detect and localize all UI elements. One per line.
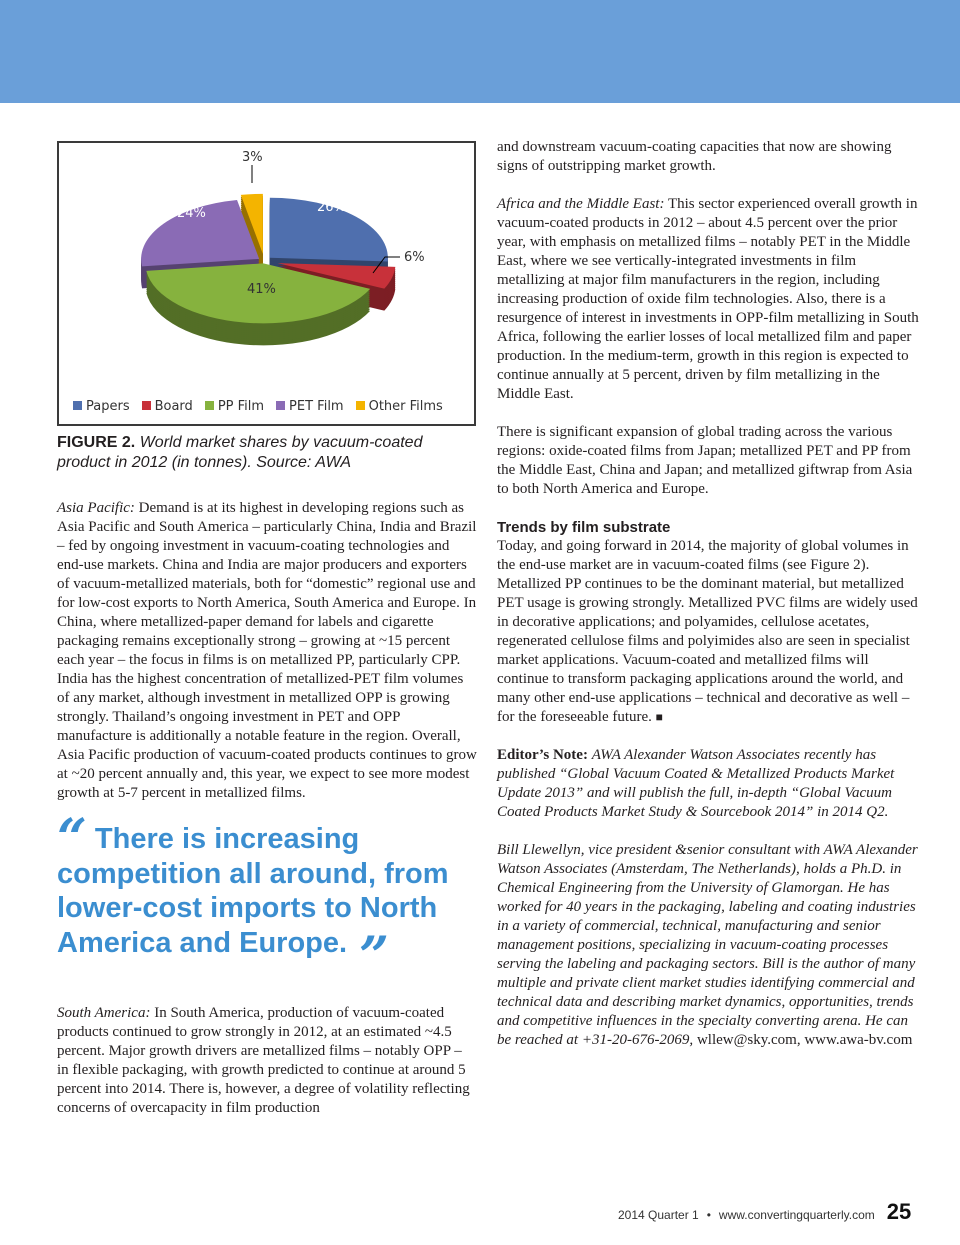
header-banner	[0, 0, 960, 103]
legend-label: PET Film	[289, 399, 344, 414]
pie-chart-svg: 26% 6% 41% 24% 3%	[141, 150, 425, 346]
continued-paragraph: and downstream vacuum-coating capacities…	[497, 139, 892, 174]
sa-lead: South America:	[57, 1005, 151, 1021]
legend-swatch	[141, 401, 151, 410]
trends-heading: Trends by film substrate	[497, 519, 671, 536]
pie-slice-pp-film	[146, 263, 371, 324]
trends-paragraph: Today, and going forward in 2014, the ma…	[497, 538, 918, 725]
data-label-papers: 26%	[317, 200, 346, 215]
editor-note-lead: Editor’s Note:	[497, 747, 588, 763]
editor-note: AWA Alexander Watson Associates recently…	[497, 747, 895, 820]
right-column: and downstream vacuum-coating capacities…	[497, 138, 919, 1069]
asia-lead: Asia Pacific:	[57, 500, 135, 516]
legend-item-pp-film: PP Film	[204, 399, 265, 414]
legend-label: Other Films	[368, 399, 443, 414]
footer-bullet: •	[706, 1208, 711, 1222]
leader-line	[372, 256, 400, 274]
open-quote-icon: “	[57, 808, 87, 869]
left-column: FIGURE 2. World market shares by vacuum-…	[57, 433, 477, 1137]
pie-slice-pet-film	[141, 199, 260, 267]
legend-swatch	[204, 401, 214, 410]
issue-label: 2014 Quarter 1	[618, 1208, 699, 1222]
legend-item-pet-film: PET Film	[276, 399, 344, 414]
pie-chart: 26% 6% 41% 24% 3% Papers Board PP Film PET Film…	[57, 141, 476, 426]
legend-swatch	[355, 401, 365, 410]
data-label-pp-film: 41%	[247, 282, 276, 297]
asia-paragraph: Demand is at its highest in developing r…	[57, 500, 477, 801]
pie-slice-other-films	[240, 193, 263, 254]
data-label-other-films: 3%	[242, 150, 263, 165]
legend-label: Board	[154, 399, 193, 414]
pie-slice-board	[277, 263, 396, 289]
legend-item-board: Board	[141, 399, 193, 414]
end-mark: ■	[655, 710, 663, 724]
figure-label: FIGURE 2.	[57, 434, 136, 451]
author-contact[interactable]: wllew@sky.com, www.awa-bv.com	[696, 1032, 913, 1048]
trade-paragraph: There is significant expansion of global…	[497, 424, 913, 497]
legend-item-other-films: Other Films	[355, 399, 443, 414]
legend-item-papers: Papers	[73, 399, 130, 414]
pull-quote-text: There is increasing competition all arou…	[57, 823, 449, 959]
data-label-pet-film: 24%	[177, 206, 206, 221]
close-quote-icon: ”	[359, 925, 390, 987]
sa-paragraph: In South America, production of vacuum-c…	[57, 1005, 470, 1116]
legend-swatch	[276, 401, 286, 410]
africa-lead: Africa and the Middle East:	[497, 196, 665, 212]
chart-legend: Papers Board PP Film PET Film Other Films	[73, 399, 443, 414]
page-number: 25	[886, 1199, 912, 1224]
legend-swatch	[73, 401, 82, 410]
left-column-south-america: South America: In South America, product…	[57, 1004, 477, 1118]
figure-caption-text: World market shares by vacuum-coated pro…	[57, 434, 423, 471]
figure-caption: FIGURE 2. World market shares by vacuum-…	[57, 433, 477, 473]
left-column-asia: Asia Pacific: Demand is at its highest i…	[57, 499, 477, 803]
pie-slice-papers	[269, 197, 388, 262]
legend-label: Papers	[86, 399, 130, 414]
africa-paragraph: This sector experienced overall growth i…	[497, 196, 919, 402]
pull-quote: “There is increasing competition all aro…	[57, 813, 477, 983]
legend-label: PP Film	[217, 399, 265, 414]
page-footer: 2014 Quarter 1 • www.convertingquarterly…	[618, 1199, 911, 1225]
author-bio: Bill Llewellyn, vice president &senior c…	[497, 842, 918, 1048]
footer-url[interactable]: www.convertingquarterly.com	[718, 1208, 875, 1222]
data-label-board: 6%	[404, 250, 425, 265]
